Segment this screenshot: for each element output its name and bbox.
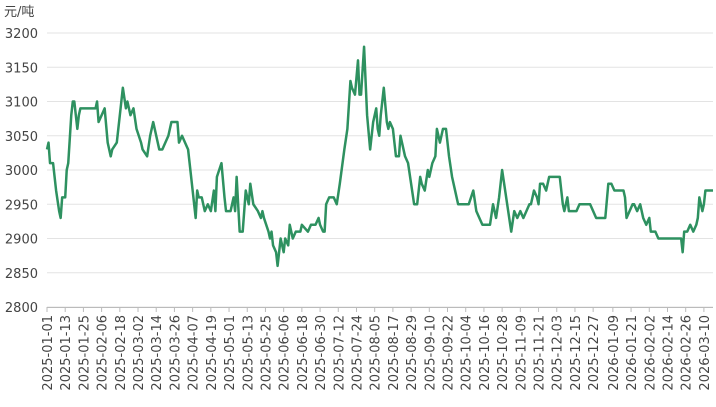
x-tick-label: 2026-01-09 (607, 315, 622, 391)
x-tick-label: 2025-10-28 (496, 315, 511, 391)
x-tick-label: 2025-05-01 (223, 315, 238, 391)
y-tick-label: 2950 (5, 198, 38, 213)
y-tick-label: 2900 (5, 233, 38, 248)
y-tick-label: 3050 (5, 130, 38, 145)
x-tick-label: 2025-01-01 (41, 315, 56, 391)
y-tick-label: 2850 (5, 267, 38, 282)
y-tick-label: 2800 (5, 301, 38, 316)
x-tick-label: 2025-11-21 (533, 315, 548, 391)
x-tick-label: 2025-09-10 (423, 315, 438, 391)
x-tick-label: 2025-02-18 (114, 315, 129, 391)
x-tick-label: 2025-06-06 (278, 315, 293, 391)
x-tick-label: 2025-04-07 (187, 315, 202, 391)
x-tick-label: 2025-01-25 (77, 315, 92, 391)
y-tick-label: 3100 (5, 96, 38, 111)
x-tick-label: 2025-03-02 (132, 315, 147, 391)
x-tick-label: 2026-02-14 (661, 315, 676, 391)
x-tick-label: 2025-05-13 (241, 315, 256, 391)
x-tick-label: 2025-07-12 (332, 315, 347, 391)
x-tick-label: 2025-11-09 (514, 315, 529, 391)
x-tick-label: 2025-03-14 (150, 315, 165, 391)
x-tick-label: 2025-08-05 (369, 315, 384, 391)
y-axis-label: 元/吨 (4, 5, 34, 20)
x-tick-label: 2025-10-04 (460, 315, 475, 391)
line (45, 45, 713, 268)
x-tick-label: 2025-01-13 (59, 315, 74, 391)
x-tick-label: 2025-06-30 (314, 315, 329, 391)
y-tick-label: 3150 (5, 61, 38, 76)
x-tick-label: 2025-05-25 (259, 315, 274, 391)
x-tick-label: 2026-02-26 (680, 315, 695, 391)
x-tick-label: 2025-02-06 (96, 315, 111, 391)
x-tick-label: 2025-03-26 (168, 315, 183, 391)
x-tick-label: 2026-03-10 (698, 315, 713, 391)
x-tick-label: 2025-07-24 (350, 315, 365, 391)
y-tick-label: 3200 (5, 27, 38, 42)
y-tick-label: 3000 (5, 164, 38, 179)
x-tick-label: 2025-08-17 (387, 315, 402, 391)
x-tick-label: 2025-10-16 (478, 315, 493, 391)
x-tick-label: 2025-04-19 (205, 315, 220, 391)
x-tick-label: 2025-12-15 (569, 315, 584, 391)
x-tick-label: 2025-12-27 (587, 315, 602, 391)
x-tick-label: 2025-09-22 (442, 315, 457, 391)
x-tick-label: 2025-06-18 (296, 315, 311, 391)
x-tick-label: 2025-12-03 (551, 315, 566, 391)
x-tick-label: 2026-01-21 (625, 315, 640, 391)
x-tick-label: 2025-08-29 (405, 315, 420, 391)
x-tick-label: 2026-02-02 (643, 315, 658, 391)
